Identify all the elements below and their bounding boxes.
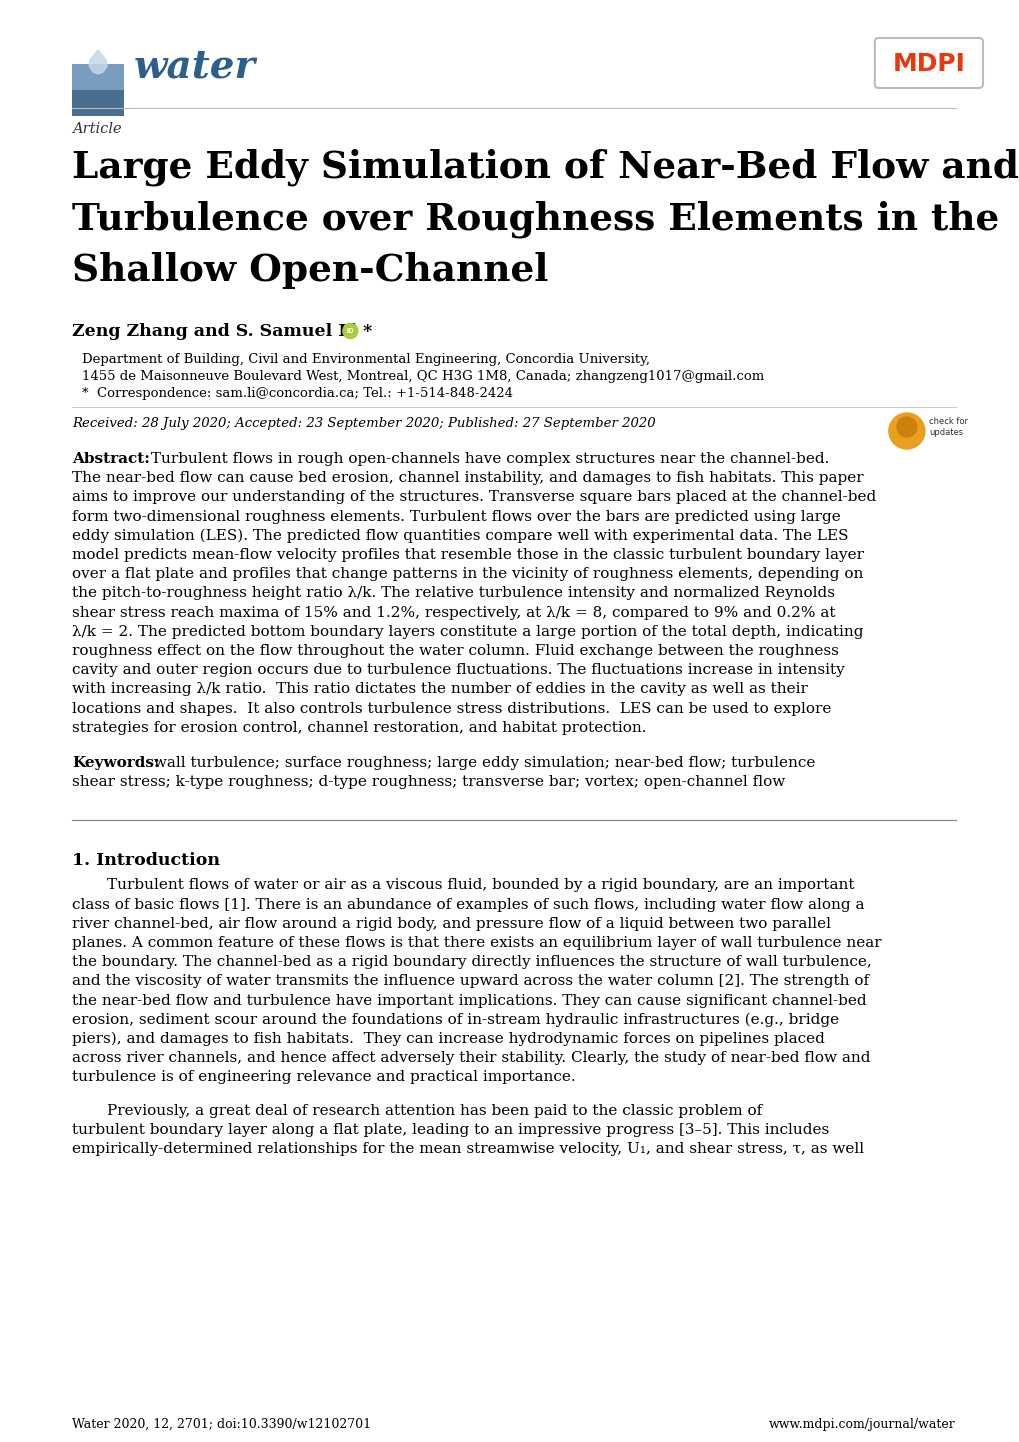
Text: turbulent boundary layer along a flat plate, leading to an impressive progress [: turbulent boundary layer along a flat pl… xyxy=(72,1123,828,1136)
Text: aims to improve our understanding of the structures. Transverse square bars plac: aims to improve our understanding of the… xyxy=(72,490,875,505)
Text: λ/k = 2. The predicted bottom boundary layers constitute a large portion of the : λ/k = 2. The predicted bottom boundary l… xyxy=(72,624,863,639)
Text: the pitch-to-roughness height ratio λ/k. The relative turbulence intensity and n: the pitch-to-roughness height ratio λ/k.… xyxy=(72,587,835,600)
Text: Turbulent flows of water or air as a viscous fluid, bounded by a rigid boundary,: Turbulent flows of water or air as a vis… xyxy=(107,878,854,893)
Polygon shape xyxy=(89,50,107,74)
Text: Department of Building, Civil and Environmental Engineering, Concordia Universit: Department of Building, Civil and Enviro… xyxy=(82,353,649,366)
Text: the boundary. The channel-bed as a rigid boundary directly influences the struct: the boundary. The channel-bed as a rigid… xyxy=(72,955,871,969)
Text: piers), and damages to fish habitats.  They can increase hydrodynamic forces on : piers), and damages to fish habitats. Th… xyxy=(72,1032,824,1047)
Text: Article: Article xyxy=(72,123,121,136)
Text: Turbulence over Roughness Elements in the: Turbulence over Roughness Elements in th… xyxy=(72,200,999,238)
Text: MDPI: MDPI xyxy=(892,52,964,76)
Text: strategies for erosion control, channel restoration, and habitat protection.: strategies for erosion control, channel … xyxy=(72,721,646,735)
Text: river channel-bed, air flow around a rigid body, and pressure flow of a liquid b: river channel-bed, air flow around a rig… xyxy=(72,917,830,930)
Text: class of basic flows [1]. There is an abundance of examples of such flows, inclu: class of basic flows [1]. There is an ab… xyxy=(72,897,864,911)
Text: *  Correspondence: sam.li@concordia.ca; Tel.: +1-514-848-2424: * Correspondence: sam.li@concordia.ca; T… xyxy=(82,386,513,399)
Text: turbulence is of engineering relevance and practical importance.: turbulence is of engineering relevance a… xyxy=(72,1070,575,1084)
Text: www.mdpi.com/journal/water: www.mdpi.com/journal/water xyxy=(768,1417,955,1430)
Text: planes. A common feature of these flows is that there exists an equilibrium laye: planes. A common feature of these flows … xyxy=(72,936,880,950)
Circle shape xyxy=(888,412,924,448)
Circle shape xyxy=(896,417,916,437)
Text: Water 2020, 12, 2701; doi:10.3390/w12102701: Water 2020, 12, 2701; doi:10.3390/w12102… xyxy=(72,1417,371,1430)
Text: empirically-determined relationships for the mean streamwise velocity, U₁, and s: empirically-determined relationships for… xyxy=(72,1142,863,1156)
Text: locations and shapes.  It also controls turbulence stress distributions.  LES ca: locations and shapes. It also controls t… xyxy=(72,702,830,715)
Text: check for
updates: check for updates xyxy=(928,417,967,437)
Text: 1. Introduction: 1. Introduction xyxy=(72,852,220,870)
Bar xyxy=(72,63,124,89)
Text: with increasing λ/k ratio.  This ratio dictates the number of eddies in the cavi: with increasing λ/k ratio. This ratio di… xyxy=(72,682,807,696)
Text: water: water xyxy=(135,48,256,85)
Text: and the viscosity of water transmits the influence upward across the water colum: and the viscosity of water transmits the… xyxy=(72,975,868,988)
Text: shear stress; k-type roughness; d-type roughness; transverse bar; vortex; open-c: shear stress; k-type roughness; d-type r… xyxy=(72,776,785,789)
Text: Received: 28 July 2020; Accepted: 23 September 2020; Published: 27 September 202: Received: 28 July 2020; Accepted: 23 Sep… xyxy=(72,417,655,430)
Text: Zeng Zhang and S. Samuel Li *: Zeng Zhang and S. Samuel Li * xyxy=(72,323,372,340)
Text: over a flat plate and profiles that change patterns in the vicinity of roughness: over a flat plate and profiles that chan… xyxy=(72,567,863,581)
Text: Keywords:: Keywords: xyxy=(72,756,160,770)
Text: Turbulent flows in rough open-channels have complex structures near the channel-: Turbulent flows in rough open-channels h… xyxy=(146,451,828,466)
FancyBboxPatch shape xyxy=(874,37,982,88)
Text: The near-bed flow can cause bed erosion, channel instability, and damages to fis: The near-bed flow can cause bed erosion,… xyxy=(72,472,863,485)
Text: eddy simulation (LES). The predicted flow quantities compare well with experimen: eddy simulation (LES). The predicted flo… xyxy=(72,529,848,544)
Text: shear stress reach maxima of 15% and 1.2%, respectively, at λ/k = 8, compared to: shear stress reach maxima of 15% and 1.2… xyxy=(72,606,835,620)
Text: roughness effect on the flow throughout the water column. Fluid exchange between: roughness effect on the flow throughout … xyxy=(72,645,838,658)
Text: Abstract:: Abstract: xyxy=(72,451,150,466)
Bar xyxy=(72,89,124,115)
Text: Large Eddy Simulation of Near-Bed Flow and: Large Eddy Simulation of Near-Bed Flow a… xyxy=(72,149,1018,186)
Text: cavity and outer region occurs due to turbulence fluctuations. The fluctuations : cavity and outer region occurs due to tu… xyxy=(72,663,844,678)
Text: form two-dimensional roughness elements. Turbulent flows over the bars are predi: form two-dimensional roughness elements.… xyxy=(72,509,840,523)
Text: across river channels, and hence affect adversely their stability. Clearly, the : across river channels, and hence affect … xyxy=(72,1051,870,1066)
Text: wall turbulence; surface roughness; large eddy simulation; near-bed flow; turbul: wall turbulence; surface roughness; larg… xyxy=(149,756,815,770)
Text: Previously, a great deal of research attention has been paid to the classic prob: Previously, a great deal of research att… xyxy=(107,1103,761,1118)
Text: Shallow Open-Channel: Shallow Open-Channel xyxy=(72,252,548,288)
Text: the near-bed flow and turbulence have important implications. They can cause sig: the near-bed flow and turbulence have im… xyxy=(72,994,866,1008)
Text: erosion, sediment scour around the foundations of in-stream hydraulic infrastruc: erosion, sediment scour around the found… xyxy=(72,1012,839,1027)
Text: iD: iD xyxy=(346,327,354,335)
Text: model predicts mean-flow velocity profiles that resemble those in the classic tu: model predicts mean-flow velocity profil… xyxy=(72,548,863,562)
Circle shape xyxy=(342,323,358,339)
Text: 1455 de Maisonneuve Boulevard West, Montreal, QC H3G 1M8, Canada; zhangzeng1017@: 1455 de Maisonneuve Boulevard West, Mont… xyxy=(82,371,763,384)
